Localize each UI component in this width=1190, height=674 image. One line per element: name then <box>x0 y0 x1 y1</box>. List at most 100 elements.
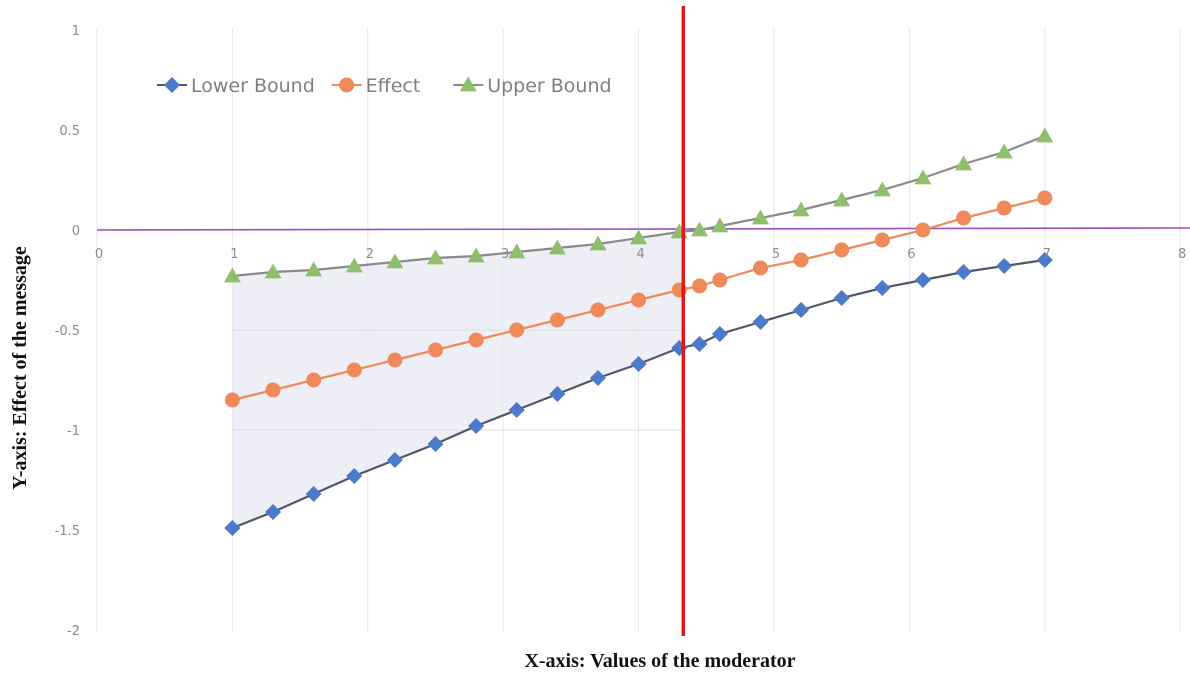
data-point <box>589 235 607 251</box>
shaded-region <box>232 231 684 528</box>
x-tick-label: 1 <box>230 247 238 262</box>
data-point <box>346 468 363 484</box>
x-tick-label: 3 <box>501 247 509 262</box>
data-point <box>590 302 606 318</box>
data-point <box>549 386 566 402</box>
data-point <box>305 261 323 277</box>
data-point <box>508 402 525 418</box>
y-tick-label: -1.5 <box>55 524 80 539</box>
data-point <box>712 272 728 288</box>
data-point <box>914 169 932 185</box>
data-point <box>711 326 728 342</box>
data-point <box>427 249 444 265</box>
legend-marker <box>459 76 477 92</box>
x-axis-title: X-axis: Values of the moderator <box>524 650 795 672</box>
data-point <box>996 200 1012 216</box>
data-point <box>691 221 709 237</box>
tick-labels: 1 0.5 0 -0.5 -1 -1.5 -2 0 1 2 3 4 5 6 7 8 <box>55 24 1187 639</box>
legend-label: Effect <box>366 75 421 97</box>
reference-lines <box>96 227 1190 231</box>
data-point <box>509 322 525 338</box>
data-point <box>468 332 484 348</box>
data-point <box>834 242 850 258</box>
data-point <box>1036 127 1054 143</box>
data-point <box>631 292 647 308</box>
y-tick-label: -2 <box>67 624 80 639</box>
series-lines <box>223 6 1054 636</box>
data-point <box>224 520 241 536</box>
x-tick-label: 8 <box>1178 247 1186 262</box>
data-point <box>833 290 850 306</box>
data-point <box>224 392 240 408</box>
data-point <box>793 252 809 268</box>
data-point <box>346 362 362 378</box>
data-point <box>467 247 485 263</box>
data-point <box>345 257 363 273</box>
legend-item: Upper Bound <box>453 75 612 97</box>
x-tick-label: 0 <box>95 247 103 262</box>
data-point <box>711 217 729 233</box>
data-point <box>386 452 403 468</box>
x-tick-label: 2 <box>366 247 374 262</box>
data-point <box>996 258 1013 274</box>
significance-region <box>232 231 684 528</box>
legend-label: Lower Bound <box>191 75 315 97</box>
data-point <box>548 239 566 255</box>
legend-marker <box>164 77 180 93</box>
x-tick-label: 6 <box>907 247 915 262</box>
series-line <box>232 134 1046 278</box>
legend: Lower Bound Effect Upper Bound <box>157 75 612 97</box>
data-point <box>752 314 769 330</box>
y-axis-title: Y-axis: Effect of the message <box>9 246 31 490</box>
x-tick-label: 7 <box>1043 247 1051 262</box>
x-tick-label: 5 <box>772 247 780 262</box>
data-point <box>691 336 708 352</box>
data-point <box>692 278 708 294</box>
legend-item: Effect <box>331 75 421 97</box>
x-tick-label: 4 <box>636 247 644 262</box>
data-point <box>955 264 972 280</box>
y-tick-label: 0.5 <box>59 124 80 139</box>
data-point <box>915 222 931 238</box>
data-point <box>387 352 403 368</box>
data-point <box>995 143 1013 159</box>
data-point <box>793 302 810 318</box>
data-point <box>427 436 444 452</box>
data-point <box>265 504 282 520</box>
data-point <box>508 243 526 259</box>
data-point <box>1036 252 1053 268</box>
data-point <box>1037 190 1053 206</box>
y-tick-label: 0 <box>72 224 80 239</box>
data-point <box>223 267 241 283</box>
data-point <box>630 229 648 245</box>
data-point <box>792 201 810 217</box>
data-point <box>955 155 973 171</box>
legend-label: Upper Bound <box>487 75 611 97</box>
data-point <box>833 191 851 207</box>
data-point <box>630 356 647 372</box>
legend-item: Lower Bound <box>157 75 315 97</box>
data-point <box>265 382 281 398</box>
data-point <box>264 263 282 279</box>
series-line <box>231 258 1045 530</box>
data-point <box>549 312 565 328</box>
y-tick-label: 1 <box>72 24 80 39</box>
data-point <box>386 253 404 269</box>
data-point <box>874 232 890 248</box>
zero-reference-line <box>96 227 1190 231</box>
data-point <box>305 486 322 502</box>
data-point <box>468 418 485 434</box>
series-line <box>232 196 1046 402</box>
data-point <box>956 210 972 226</box>
data-point <box>751 209 769 225</box>
data-point <box>306 372 322 388</box>
data-point <box>589 370 606 386</box>
y-tick-label: -1 <box>67 424 80 439</box>
y-tick-label: -0.5 <box>55 324 80 339</box>
data-point <box>874 280 891 296</box>
data-point <box>914 272 931 288</box>
data-point <box>873 181 891 197</box>
data-point <box>428 342 443 358</box>
data-point <box>752 260 768 276</box>
